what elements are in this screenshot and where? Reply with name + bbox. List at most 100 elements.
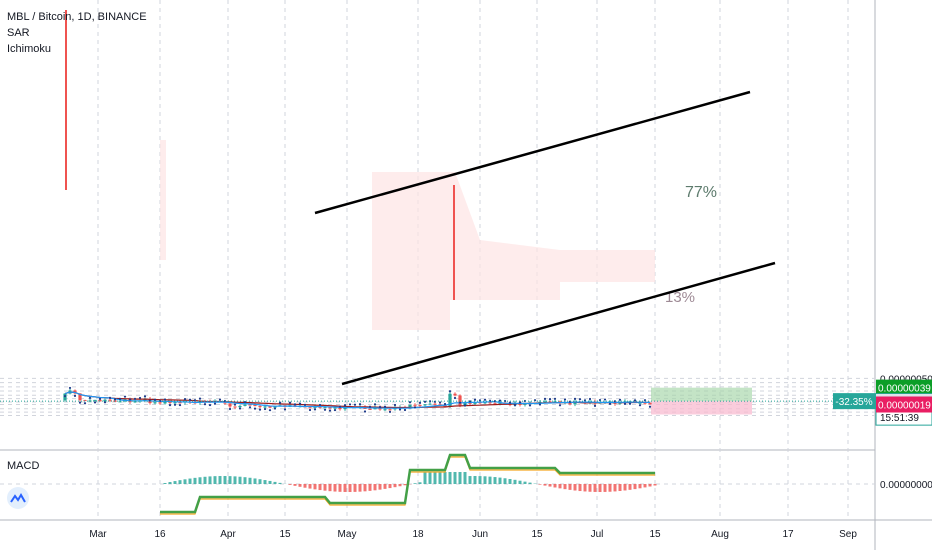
macd-histogram-bar [499, 478, 502, 484]
sar-dot [339, 405, 341, 407]
sar-dot [629, 403, 631, 405]
sar-dot [334, 409, 336, 411]
macd-histogram-bar [259, 479, 262, 484]
sar-dot [609, 403, 611, 405]
tradingview-logo-icon[interactable] [7, 487, 29, 509]
sar-dot [459, 402, 461, 404]
macd-histogram-bar [199, 477, 202, 484]
indicator-sar-label[interactable]: SAR [7, 25, 147, 41]
sar-dot [469, 400, 471, 402]
time-tick-label: 16 [154, 529, 166, 540]
sar-dot [99, 398, 101, 400]
loss-zone[interactable] [651, 401, 752, 414]
time-tick-label: Jun [472, 529, 488, 540]
sar-dot [169, 404, 171, 406]
macd-histogram-bar [264, 480, 267, 484]
sar-dot [289, 402, 291, 404]
macd-histogram-bar [349, 484, 352, 492]
candle-body [228, 404, 231, 407]
candle-body [433, 404, 436, 405]
candle-body [158, 402, 161, 403]
candle-body [238, 406, 241, 407]
sar-dot [264, 408, 266, 410]
sar-dot [134, 398, 136, 400]
symbol-title[interactable]: MBL / Bitcoin, 1D, BINANCE [7, 9, 147, 25]
sar-dot [634, 399, 636, 401]
macd-histogram-bar [189, 479, 192, 484]
macd-histogram-bar [619, 484, 622, 491]
sar-dot [209, 404, 211, 406]
macd-histogram-bar [539, 484, 542, 485]
macd-histogram-bar [649, 484, 652, 486]
macd-histogram-bar [354, 484, 357, 492]
sar-dot [639, 404, 641, 406]
macd-histogram-bar [194, 478, 197, 484]
sar-dot [409, 401, 411, 403]
sar-dot [444, 403, 446, 405]
sar-dot [79, 402, 81, 404]
sar-dot [119, 398, 121, 400]
sar-dot [499, 400, 501, 402]
macd-histogram-bar [344, 484, 347, 492]
macd-histogram-bar [589, 484, 592, 492]
macd-histogram-bar [224, 476, 227, 484]
sar-dot [189, 399, 191, 401]
macd-histogram-bar [419, 482, 422, 484]
sar-dot [354, 404, 356, 406]
price-change-label: -32.35% [835, 397, 872, 408]
macd-pane-label[interactable]: MACD [7, 460, 39, 472]
macd-histogram-bar [474, 476, 477, 484]
sar-dot [314, 408, 316, 410]
sar-dot [374, 403, 376, 405]
sar-dot [219, 398, 221, 400]
macd-histogram-bar [494, 477, 497, 484]
macd-histogram-bar [454, 472, 457, 484]
candle-body [388, 409, 391, 410]
sar-dot [304, 404, 306, 406]
sar-dot [294, 403, 296, 405]
sar-dot [204, 403, 206, 405]
indicator-ichimoku-label[interactable]: Ichimoku [7, 41, 147, 57]
sar-dot [384, 406, 386, 408]
sar-dot [129, 398, 131, 400]
macd-histogram-bar [164, 483, 167, 484]
sar-dot [284, 408, 286, 410]
macd-histogram-bar [399, 484, 402, 486]
profit-zone[interactable] [651, 388, 752, 401]
sar-dot [539, 403, 541, 405]
sar-dot [229, 408, 231, 410]
macd-histogram-bar [544, 484, 547, 486]
macd-histogram-bar [174, 481, 177, 484]
sar-dot [589, 398, 591, 400]
sar-dot [279, 402, 281, 404]
sar-dot [214, 403, 216, 405]
sar-dot [624, 403, 626, 405]
candle-body [233, 406, 236, 407]
candle-body [308, 407, 311, 408]
candle-body [108, 400, 111, 401]
macd-histogram-bar [579, 484, 582, 491]
sar-dot [199, 398, 201, 400]
macd-histogram-bar [484, 476, 487, 484]
sar-dot [299, 403, 301, 405]
macd-histogram-bar [604, 484, 607, 492]
macd-histogram-bar [379, 484, 382, 490]
sar-dot [619, 399, 621, 401]
macd-histogram-bar [559, 484, 562, 488]
sar-dot [424, 401, 426, 403]
candle-body [418, 405, 421, 406]
candle-body [453, 394, 456, 396]
candle-body [423, 404, 426, 405]
sar-dot [174, 404, 176, 406]
time-tick-label: 15 [531, 529, 543, 540]
macd-histogram-bar [184, 479, 187, 484]
sar-dot [449, 390, 451, 392]
sar-dot [94, 401, 96, 403]
sar-dot [114, 398, 116, 400]
sar-dot [554, 398, 556, 400]
candle-body [153, 402, 156, 403]
macd-histogram-bar [179, 480, 182, 484]
sar-dot [364, 410, 366, 412]
